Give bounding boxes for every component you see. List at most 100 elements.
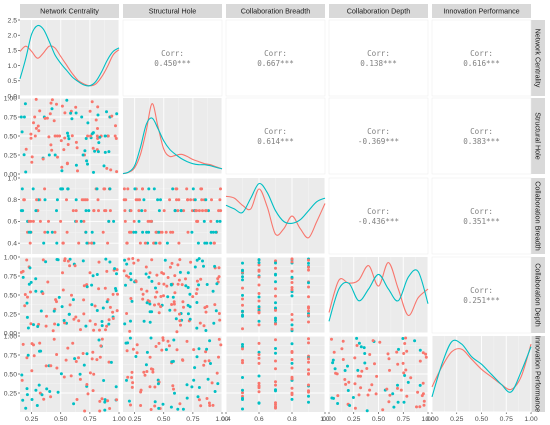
- scatter-point-red: [197, 398, 201, 402]
- scatter-point-red: [257, 341, 261, 345]
- scatter-point-teal: [59, 372, 63, 376]
- scatter-point-red: [176, 282, 180, 286]
- scatter-point-red: [168, 198, 172, 202]
- scatter-point-red: [127, 275, 131, 279]
- scatter-point-red: [421, 381, 425, 385]
- scatter-point-teal: [186, 271, 190, 275]
- scatter-point-teal: [98, 135, 102, 139]
- row-strip: [531, 20, 545, 96]
- scatter-point-red: [49, 364, 53, 368]
- scatter-panel-points: [19, 187, 116, 245]
- scatter-point-red: [95, 358, 99, 362]
- scatter-point-red: [58, 134, 62, 138]
- scatter-point-teal: [290, 294, 294, 298]
- scatter-point-red: [111, 317, 115, 320]
- scatter-point-teal: [257, 350, 261, 354]
- scatter-point-teal: [35, 404, 39, 407]
- scatter-point-teal: [34, 388, 38, 392]
- scatter-point-red: [108, 407, 112, 410]
- scatter-point-red: [274, 401, 277, 405]
- scatter-point-red: [195, 287, 199, 291]
- scatter-point-red: [192, 348, 196, 352]
- scatter-point-red: [307, 265, 310, 269]
- scatter-point-red: [307, 389, 310, 393]
- scatter-point-red: [61, 241, 65, 245]
- scatter-point-teal: [125, 378, 128, 382]
- scatter-point-red: [257, 299, 261, 303]
- column-label: Collaboration Depth: [347, 7, 411, 16]
- scatter-point-teal: [90, 283, 94, 287]
- row-strip: [531, 257, 545, 333]
- x-tick-label: 0.8: [287, 416, 297, 423]
- scatter-point-red: [185, 187, 189, 191]
- x-tick-label: 1.00: [524, 416, 537, 423]
- scatter-point-red: [205, 305, 209, 308]
- scatter-point-red: [178, 319, 182, 323]
- scatter-point-red: [210, 198, 213, 202]
- scatter-point-red: [160, 271, 164, 275]
- scatter-point-red: [104, 328, 107, 332]
- scatter-point-teal: [74, 111, 78, 115]
- scatter-point-red: [274, 380, 277, 384]
- scatter-point-red: [178, 312, 181, 316]
- scatter-point-teal: [159, 198, 162, 202]
- scatter-point-teal: [218, 219, 222, 223]
- scatter-point-teal: [193, 198, 197, 202]
- scatter-point-red: [43, 187, 47, 191]
- scatter-point-red: [340, 347, 344, 351]
- y-tick-label: 0.6: [8, 219, 18, 226]
- scatter-point-red: [421, 392, 425, 396]
- scatter-point-teal: [166, 295, 170, 299]
- scatter-point-teal: [22, 153, 26, 157]
- scatter-point-red: [100, 337, 104, 341]
- scatter-point-red: [356, 374, 360, 378]
- scatter-point-red: [343, 378, 347, 381]
- scatter-point-teal: [57, 295, 61, 299]
- scatter-point-teal: [109, 360, 113, 364]
- scatter-point-teal: [241, 398, 244, 401]
- scatter-point-teal: [134, 355, 138, 358]
- scatter-point-red: [65, 230, 69, 234]
- scatter-point-red: [143, 209, 147, 213]
- y-tick-label: 0.50: [4, 371, 17, 378]
- panel-grid: [20, 256, 120, 334]
- scatter-point-red: [134, 198, 138, 202]
- scatter-point-red: [155, 273, 159, 277]
- scatter-point-red: [241, 303, 244, 307]
- scatter-point-red: [71, 209, 75, 213]
- scatter-point-teal: [148, 302, 152, 306]
- y-tick-label: 0.00: [4, 171, 17, 178]
- scatter-point-red: [33, 134, 37, 138]
- scatter-point-red: [213, 303, 217, 307]
- correlation-label: Corr:: [264, 49, 287, 58]
- scatter-point-teal: [60, 305, 64, 309]
- scatter-point-red: [148, 385, 152, 389]
- scatter-point-red: [257, 263, 261, 267]
- scatter-point-teal: [66, 134, 70, 138]
- scatter-point-teal: [257, 319, 261, 323]
- scatter-point-teal: [148, 320, 152, 324]
- density-curve-teal: [225, 182, 326, 224]
- scatter-point-teal: [307, 281, 310, 285]
- scatter-point-red: [127, 257, 131, 261]
- scatter-point-teal: [70, 117, 74, 121]
- density-curve-red: [122, 103, 223, 175]
- scatter-point-teal: [241, 309, 244, 313]
- panel-background: [20, 178, 119, 254]
- scatter-point-red: [157, 282, 161, 286]
- y-tick-label: 0.50: [4, 292, 17, 299]
- scatter-point-red: [132, 261, 136, 265]
- scatter-point-red: [207, 401, 211, 405]
- scatter-point-teal: [24, 170, 28, 174]
- scatter-point-red: [26, 295, 29, 299]
- scatter-point-red: [274, 367, 277, 371]
- scatter-point-teal: [66, 187, 70, 191]
- scatter-point-teal: [365, 409, 369, 413]
- scatter-point-teal: [418, 348, 422, 352]
- scatter-point-teal: [213, 264, 217, 268]
- scatter-point-red: [131, 257, 135, 260]
- scatter-point-teal: [95, 309, 99, 312]
- scatter-point-red: [203, 359, 207, 363]
- scatter-point-red: [161, 336, 165, 340]
- scatter-point-teal: [192, 378, 196, 382]
